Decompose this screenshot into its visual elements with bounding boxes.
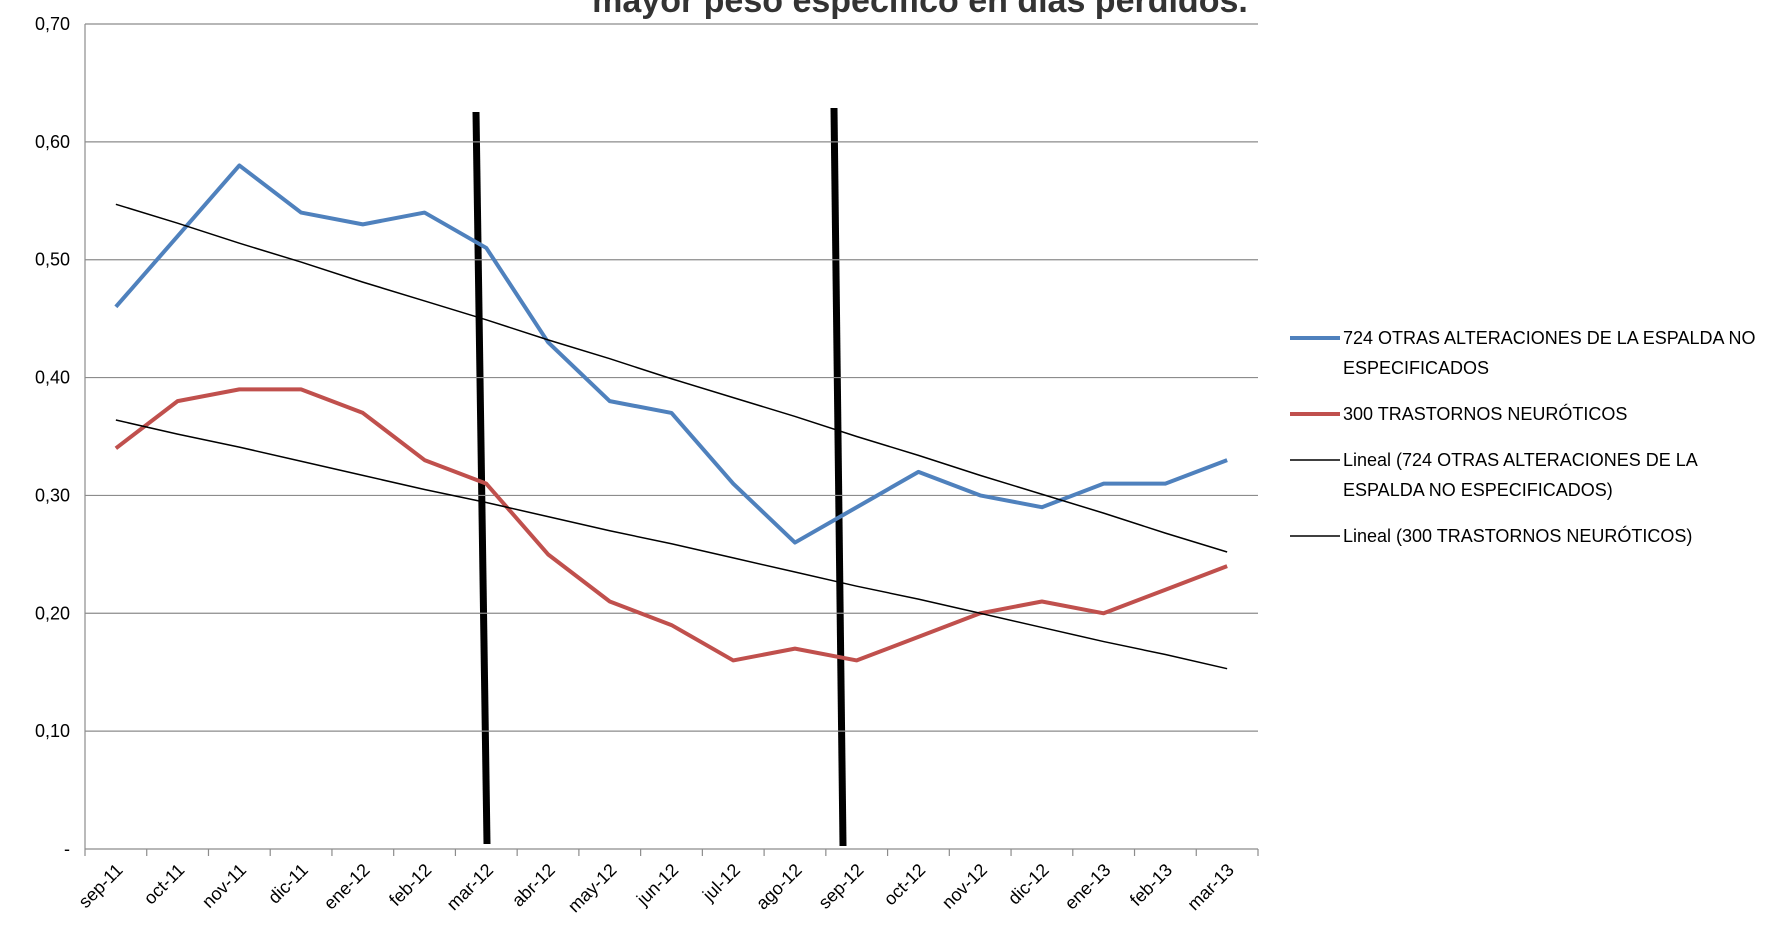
x-tick-label: dic-11 xyxy=(264,860,312,908)
x-tick-label: ago-12 xyxy=(752,860,806,914)
series-line xyxy=(114,163,1228,545)
y-tick-label: 0,20 xyxy=(35,603,70,623)
x-tick-label: oct-12 xyxy=(880,860,930,910)
trend-line xyxy=(115,419,1228,670)
x-tick-label: jul-12 xyxy=(698,860,744,906)
x-tick-label: ene-13 xyxy=(1061,860,1115,914)
y-tick-label: 0,10 xyxy=(35,721,70,741)
x-tick-label: feb-12 xyxy=(385,860,435,910)
chart-title: mayor peso específico en días perdidos. xyxy=(592,0,1248,20)
x-tick-label: feb-13 xyxy=(1126,860,1176,910)
x-tick-label: sep-11 xyxy=(75,860,127,912)
legend-label: Lineal (724 OTRAS ALTERACIONES DE LA ESPA… xyxy=(1343,450,1698,500)
y-tick-label: 0,50 xyxy=(35,250,70,270)
x-tick-label: nov-12 xyxy=(938,860,991,913)
legend-label: 300 TRASTORNOS NEURÓTICOS xyxy=(1343,403,1627,424)
x-tick-label: dic-12 xyxy=(1004,860,1053,909)
x-tick-label: oct-11 xyxy=(140,860,189,909)
x-tick-label: jun-12 xyxy=(632,860,682,910)
legend-label: 724 OTRAS ALTERACIONES DE LA ESPALDA NO E… xyxy=(1343,328,1756,378)
annotation-line xyxy=(830,107,847,847)
x-tick-label: nov-11 xyxy=(198,860,250,912)
y-tick-label: 0,30 xyxy=(35,485,70,505)
x-tick-label: ene-12 xyxy=(320,860,374,914)
y-tick-label: - xyxy=(64,839,70,859)
y-tick-label: 0,60 xyxy=(35,132,70,152)
series-line xyxy=(114,387,1228,663)
annotation-line xyxy=(472,111,491,845)
x-tick-label: mar-12 xyxy=(443,860,497,914)
y-tick-label: 0,40 xyxy=(35,368,70,388)
x-tick-label: may-12 xyxy=(564,860,621,917)
x-tick-label: sep-12 xyxy=(814,860,867,913)
legend-label: Lineal (300 TRASTORNOS NEURÓTICOS) xyxy=(1343,525,1692,546)
x-tick-label: abr-12 xyxy=(508,860,559,911)
x-tick-label: mar-13 xyxy=(1184,860,1238,914)
y-tick-label: 0,70 xyxy=(35,14,70,34)
trend-line xyxy=(115,203,1228,553)
